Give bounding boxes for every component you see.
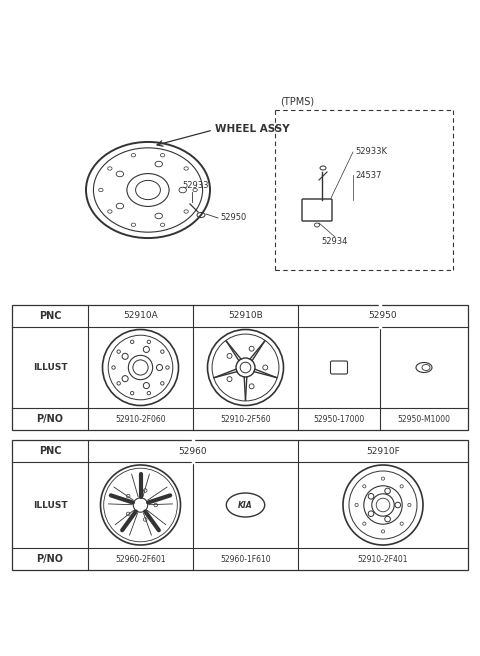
Text: 52910-2F060: 52910-2F060 (115, 415, 166, 424)
Text: 52910B: 52910B (228, 312, 263, 321)
Text: ILLUST: ILLUST (33, 501, 67, 510)
Text: 52910-2F560: 52910-2F560 (220, 415, 271, 424)
Text: 52933K: 52933K (355, 148, 387, 157)
Text: 52950-M1000: 52950-M1000 (397, 415, 451, 424)
Text: 52950: 52950 (369, 312, 397, 321)
Text: 52960-2F601: 52960-2F601 (115, 554, 166, 564)
Text: (TPMS): (TPMS) (280, 96, 314, 106)
Text: PNC: PNC (39, 446, 61, 456)
Text: PNC: PNC (39, 311, 61, 321)
Text: 52960-1F610: 52960-1F610 (220, 554, 271, 564)
Text: 52950-17000: 52950-17000 (313, 415, 365, 424)
Text: 52934: 52934 (322, 237, 348, 247)
Text: ILLUST: ILLUST (33, 363, 67, 372)
Text: 52960: 52960 (179, 447, 207, 455)
Text: 52950: 52950 (220, 213, 246, 222)
Bar (12, 305, 468, 430)
Bar (12, 440, 468, 570)
Text: WHEEL ASSY: WHEEL ASSY (215, 124, 289, 134)
Text: P/NO: P/NO (36, 554, 63, 564)
Text: KIA: KIA (238, 501, 253, 510)
Text: 52910F: 52910F (366, 447, 400, 455)
Text: 52910A: 52910A (123, 312, 158, 321)
Text: P/NO: P/NO (36, 414, 63, 424)
Text: 52933: 52933 (182, 180, 208, 190)
Text: 52910-2F401: 52910-2F401 (358, 554, 408, 564)
Text: 24537: 24537 (355, 171, 382, 180)
